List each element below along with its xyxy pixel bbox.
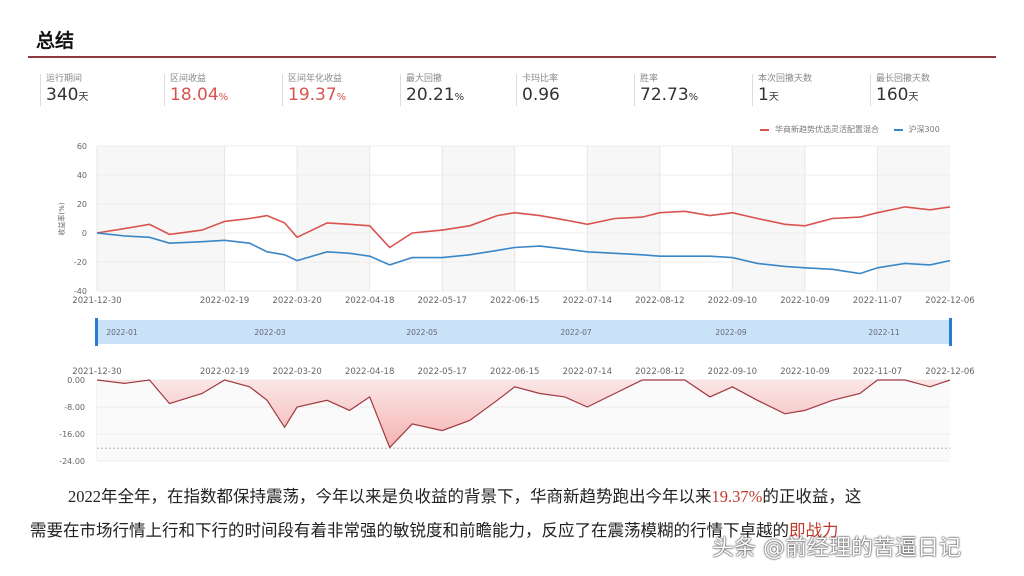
svg-text:2022-10-09: 2022-10-09 xyxy=(780,296,829,306)
legend-item-fund[interactable]: 华商新趋势优选灵活配置混合 xyxy=(760,125,882,134)
page-title: 总结 xyxy=(36,30,75,52)
stat-item: 本次回撤天数 1天 xyxy=(752,74,812,106)
summary-paragraph: 2022年全年，在指数都保持震荡，今年以来是负收益的背景下，华商新趋势跑出今年以… xyxy=(30,482,1000,512)
stat-label: 最大回撤 xyxy=(406,74,443,84)
stats-row: 运行期间 340天 区间收益 18.04% 区间年化收益 19.37% 最大回撤 20.21%… xyxy=(40,74,980,108)
svg-text:2022-05-17: 2022-05-17 xyxy=(417,367,466,377)
svg-text:2022-03-20: 2022-03-20 xyxy=(272,296,321,306)
svg-text:2022-07-14: 2022-07-14 xyxy=(563,296,612,306)
svg-text:2022-09-10: 2022-09-10 xyxy=(708,367,757,377)
legend-label: 沪深300 xyxy=(908,125,940,134)
svg-text:2022-02-19: 2022-02-19 xyxy=(200,367,249,377)
drawdown-area-chart: 0.00 -8.00 -16.00 -24.00 2021-12-30 2022-02-1… xyxy=(59,367,975,466)
stat-item: 运行期间 340天 xyxy=(40,74,88,106)
stat-value: 19.37% xyxy=(288,85,347,105)
stat-label: 卡玛比率 xyxy=(522,74,559,84)
svg-text:2022-11: 2022-11 xyxy=(868,328,900,337)
summary-paragraph-line2: 需要在市场行情上行和下行的时间段有着非常强的敏锐度和前瞻能力，反应了在震荡模糊的… xyxy=(30,516,1000,546)
svg-text:20: 20 xyxy=(77,200,87,209)
paragraph-text: 的正收益，这 xyxy=(762,487,862,506)
svg-text:收益率(%): 收益率(%) xyxy=(57,202,66,235)
stat-value: 20.21% xyxy=(406,85,465,105)
slider-handle-left xyxy=(95,318,98,346)
svg-text:2022-04-18: 2022-04-18 xyxy=(345,367,394,377)
svg-text:0: 0 xyxy=(82,229,87,238)
legend-swatch-icon xyxy=(760,128,769,131)
svg-text:2022-08-12: 2022-08-12 xyxy=(635,367,684,377)
svg-text:-20: -20 xyxy=(74,258,87,267)
svg-text:2022-11-07: 2022-11-07 xyxy=(853,296,902,306)
stat-label: 本次回撤天数 xyxy=(758,74,813,84)
stat-value: 0.96 xyxy=(522,85,560,105)
svg-text:2022-03: 2022-03 xyxy=(254,328,286,337)
stat-item: 最大回撤 20.21% xyxy=(400,74,464,106)
svg-text:2022-05-17: 2022-05-17 xyxy=(417,296,466,306)
highlight-term: 即战力 xyxy=(789,521,839,540)
svg-text:2022-04-18: 2022-04-18 xyxy=(345,296,394,306)
stat-item: 区间收益 18.04% xyxy=(164,74,228,106)
legend-swatch-icon xyxy=(893,128,903,131)
svg-text:2022-08-12: 2022-08-12 xyxy=(635,296,684,306)
svg-text:0.00: 0.00 xyxy=(67,376,85,385)
stat-item: 胜率 72.73% xyxy=(634,74,698,106)
svg-text:-16.00: -16.00 xyxy=(59,430,85,439)
svg-text:2022-06-15: 2022-06-15 xyxy=(490,296,539,306)
svg-text:2022-07-14: 2022-07-14 xyxy=(563,367,612,377)
svg-text:2022-11-07: 2022-11-07 xyxy=(853,367,902,377)
stat-value: 1天 xyxy=(758,85,779,105)
svg-text:2022-09-10: 2022-09-10 xyxy=(708,296,757,306)
svg-text:40: 40 xyxy=(77,171,87,180)
svg-text:60: 60 xyxy=(77,142,87,151)
series-line xyxy=(96,232,951,275)
title-divider xyxy=(28,56,996,58)
watermark: 头条 @前经理的苦逼日记 xyxy=(712,536,961,561)
svg-text:2022-10-09: 2022-10-09 xyxy=(780,367,829,377)
stat-value: 340天 xyxy=(46,85,89,105)
svg-text:2022-06-15: 2022-06-15 xyxy=(490,367,539,377)
svg-text:-24.00: -24.00 xyxy=(59,457,85,466)
chart-legend: 华商新趋势优选灵活配置混合 沪深300 xyxy=(760,124,952,135)
paragraph-text: 需要在市场行情上行和下行的时间段有着非常强的敏锐度和前瞻能力，反应了在震荡模糊的… xyxy=(30,521,789,540)
series-line xyxy=(96,206,951,249)
date-range-slider[interactable]: 2022-01 2022-03 2022-05 2022-07 2022-09 2022-… xyxy=(0,318,1024,348)
paragraph-text: 2022年全年，在指数都保持震荡，今年以来是负收益的背景下，华商新趋势跑出今年以… xyxy=(68,487,712,506)
svg-text:2022-03-20: 2022-03-20 xyxy=(272,367,321,377)
stat-item: 最长回撤天数 160天 xyxy=(870,74,930,106)
stat-value: 72.73% xyxy=(640,85,699,105)
highlight-return: 19.37% xyxy=(711,487,763,506)
legend-label: 华商新趋势优选灵活配置混合 xyxy=(775,125,879,134)
svg-text:2022-02-19: 2022-02-19 xyxy=(200,296,249,306)
svg-text:2022-01: 2022-01 xyxy=(106,328,138,337)
stat-value: 18.04% xyxy=(170,85,229,105)
svg-text:2022-12-06: 2022-12-06 xyxy=(925,367,974,377)
svg-text:-8.00: -8.00 xyxy=(64,403,85,412)
svg-text:-40: -40 xyxy=(74,287,87,296)
stat-label: 最长回撤天数 xyxy=(876,74,931,84)
legend-item-index[interactable]: 沪深300 xyxy=(893,125,940,134)
svg-text:2021-12-30: 2021-12-30 xyxy=(72,367,121,377)
stat-label: 运行期间 xyxy=(46,74,83,84)
slider-handle-right xyxy=(949,318,952,346)
svg-text:2022-12-06: 2022-12-06 xyxy=(925,296,974,306)
stat-label: 区间收益 xyxy=(170,74,207,84)
stat-label: 胜率 xyxy=(640,74,659,84)
svg-text:2022-09: 2022-09 xyxy=(715,328,747,337)
stat-item: 区间年化收益 19.37% xyxy=(282,74,346,106)
svg-text:2021-12-30: 2021-12-30 xyxy=(72,296,121,306)
stat-item: 卡玛比率 0.96 xyxy=(516,74,560,106)
svg-text:2022-07: 2022-07 xyxy=(560,328,592,337)
svg-text:2022-05: 2022-05 xyxy=(406,328,438,337)
stat-value: 160天 xyxy=(876,85,919,105)
stat-label: 区间年化收益 xyxy=(288,74,343,84)
